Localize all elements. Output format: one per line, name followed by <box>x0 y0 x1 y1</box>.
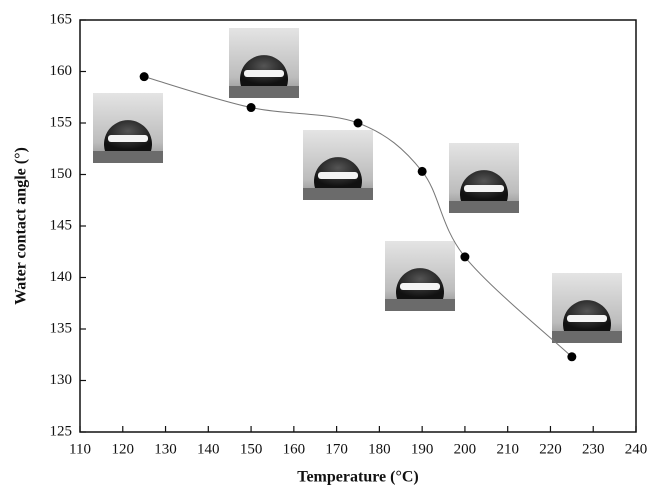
x-tick-label: 190 <box>411 441 434 457</box>
data-point <box>418 167 427 176</box>
data-point <box>460 252 469 261</box>
x-tick-label: 130 <box>154 441 177 457</box>
y-tick-label: 150 <box>50 166 73 182</box>
x-tick-label: 120 <box>112 441 135 457</box>
y-tick-label: 155 <box>50 114 73 130</box>
data-point <box>140 72 149 81</box>
y-tick-label: 145 <box>50 217 73 233</box>
x-tick-label: 160 <box>283 441 306 457</box>
x-tick-label: 220 <box>539 441 562 457</box>
y-axis-title: Water contact angle (°) <box>13 147 30 305</box>
y-tick-label: 135 <box>50 320 73 336</box>
x-tick-label: 110 <box>69 441 91 457</box>
x-tick-label: 180 <box>368 441 391 457</box>
x-tick-label: 170 <box>325 441 348 457</box>
y-tick-label: 130 <box>50 372 73 388</box>
plot-frame <box>80 20 636 432</box>
data-point <box>567 352 576 361</box>
x-tick-label: 150 <box>240 441 263 457</box>
chart: Temperature (°C) Water contact angle (°)… <box>0 0 655 489</box>
y-tick-label: 125 <box>50 423 73 439</box>
data-point <box>354 119 363 128</box>
x-tick-label: 210 <box>496 441 519 457</box>
y-tick-label: 160 <box>50 63 73 79</box>
x-tick-label: 140 <box>197 441 220 457</box>
data-point <box>247 103 256 112</box>
x-tick-label: 240 <box>625 441 648 457</box>
x-tick-label: 230 <box>582 441 605 457</box>
x-axis-title: Temperature (°C) <box>297 469 418 486</box>
y-tick-label: 140 <box>50 269 73 285</box>
y-tick-label: 165 <box>50 11 73 27</box>
droplet-images <box>93 28 622 343</box>
x-tick-label: 200 <box>454 441 477 457</box>
